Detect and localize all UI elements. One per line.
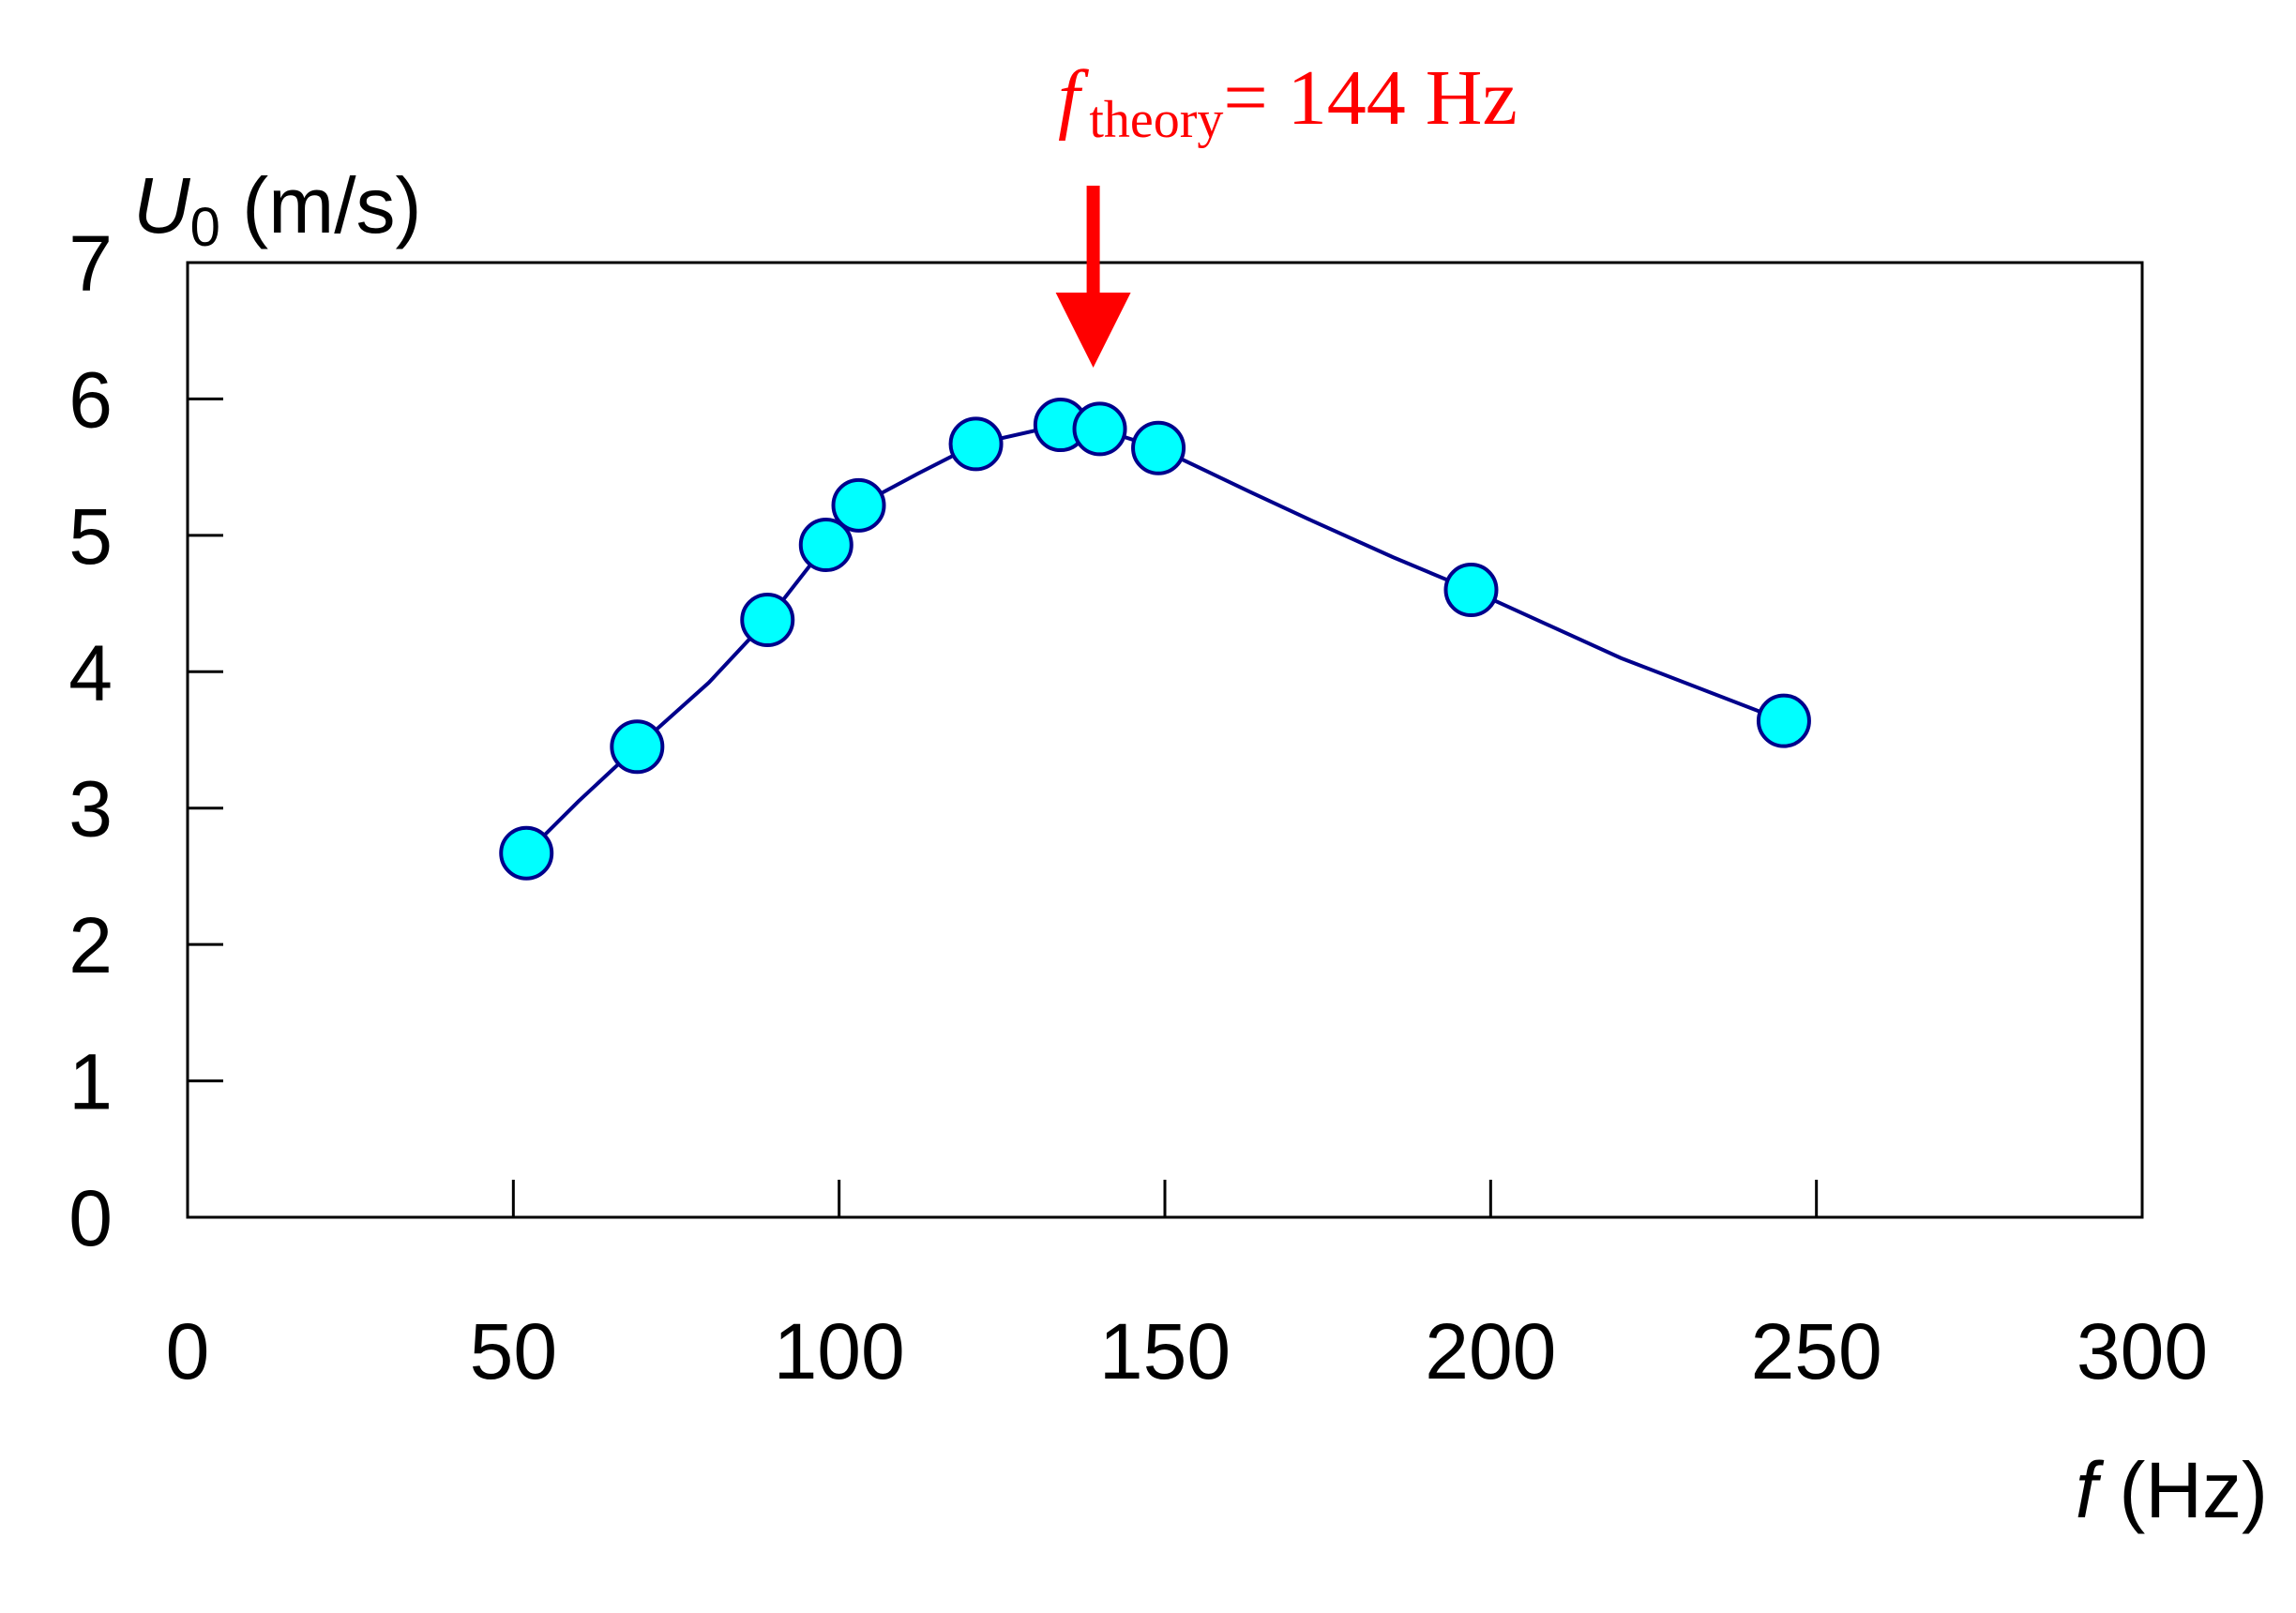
theory-frequency-label: f theory= 144 Hz (1058, 54, 1518, 149)
y-tick-labels: 0 1 2 3 4 5 6 7 (68, 219, 113, 1262)
x-axis-label: f (Hz) (2076, 1446, 2268, 1534)
x-tick-label: 100 (774, 1307, 905, 1395)
y-tick-label: 2 (68, 901, 113, 989)
series-lines (524, 423, 1785, 855)
plot-frame (186, 261, 2144, 1219)
data-point (1756, 693, 1811, 748)
data-points (499, 398, 1811, 881)
x-tick-label: 50 (470, 1307, 557, 1395)
x-tick-label: 200 (1425, 1307, 1556, 1395)
x-tick-label: 0 (166, 1307, 210, 1395)
data-point (1131, 420, 1186, 475)
data-point (740, 593, 795, 648)
data-point (499, 825, 554, 881)
x-tick-label: 150 (1099, 1307, 1231, 1395)
y-tick-label: 0 (68, 1174, 113, 1262)
y-tick-label: 7 (68, 219, 113, 308)
axis-ticks (188, 397, 1819, 1217)
data-point (610, 719, 665, 775)
fit-line (524, 423, 1785, 855)
arrow-head (1055, 293, 1131, 368)
data-point (948, 416, 1004, 472)
y-axis-label: U0 (m/s) (133, 161, 422, 258)
data-point (1072, 401, 1127, 457)
x-tick-label: 300 (2077, 1307, 2208, 1395)
theory-annotation: f theory= 144 Hz (1055, 54, 1518, 368)
data-point (831, 477, 886, 533)
data-point (798, 518, 853, 573)
y-tick-label: 5 (68, 492, 113, 580)
y-tick-label: 4 (68, 628, 113, 716)
data-point (1443, 563, 1499, 618)
x-tick-label: 250 (1751, 1307, 1882, 1395)
y-tick-label: 1 (68, 1038, 113, 1126)
y-tick-label: 6 (68, 355, 113, 444)
x-tick-labels: 0 50 100 150 200 250 300 (166, 1307, 2208, 1395)
y-tick-label: 3 (68, 765, 113, 853)
